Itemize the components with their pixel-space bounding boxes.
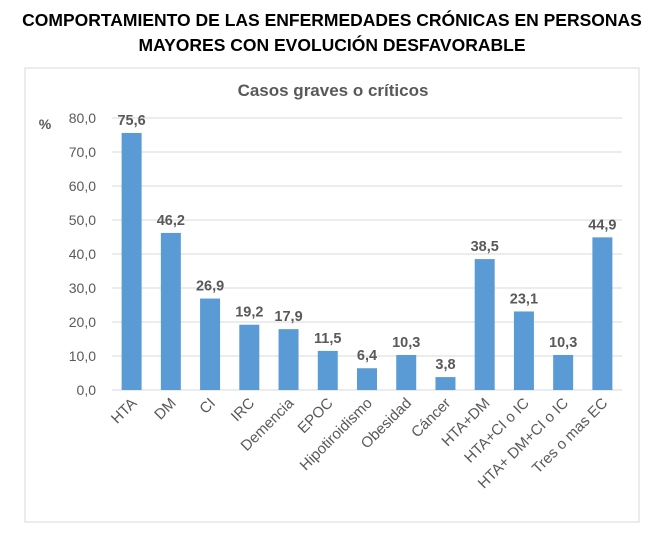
y-tick-label: 40,0: [69, 246, 96, 262]
bar: [435, 377, 456, 390]
bar: [160, 232, 181, 390]
data-label: 19,2: [235, 305, 263, 321]
title-line-2: MAYORES CON EVOLUCIÓN DESFAVORABLE: [138, 35, 526, 55]
bar: [592, 237, 613, 390]
data-label: 11,5: [314, 331, 341, 347]
data-label: 46,2: [157, 213, 185, 229]
bar: [239, 324, 260, 390]
bar: [317, 350, 338, 390]
bar: [553, 354, 574, 390]
data-label: 38,5: [471, 239, 499, 255]
data-label: 10,3: [392, 335, 420, 351]
y-tick-label: 30,0: [69, 280, 96, 296]
bar: [396, 354, 417, 390]
data-label: 23,1: [510, 291, 538, 307]
bar: [474, 259, 495, 390]
data-label: 3,8: [435, 357, 455, 373]
data-label: 6,4: [357, 348, 377, 364]
y-tick-label: 0,0: [77, 382, 97, 398]
y-tick-label: 70,0: [69, 144, 96, 160]
bar: [121, 132, 142, 390]
title-line-1: COMPORTAMIENTO DE LAS ENFERMEDADES CRÓNI…: [22, 10, 642, 30]
y-tick-label: 60,0: [69, 178, 96, 194]
data-label: 17,9: [274, 309, 302, 325]
y-tick-label: 80,0: [69, 110, 96, 126]
bar: [200, 298, 221, 390]
data-label: 44,9: [588, 217, 616, 233]
y-tick-label: 50,0: [69, 212, 96, 228]
bar: [278, 329, 299, 390]
data-label: 26,9: [196, 279, 224, 295]
bar: [357, 368, 377, 390]
y-tick-label: 10,0: [69, 348, 96, 364]
bar: [513, 311, 534, 390]
y-axis-label: %: [39, 116, 52, 132]
chart-title: Casos graves o críticos: [238, 81, 429, 100]
y-tick-label: 20,0: [69, 314, 96, 330]
data-label: 10,3: [549, 335, 577, 351]
page-title: COMPORTAMIENTO DE LAS ENFERMEDADES CRÓNI…: [0, 8, 664, 58]
data-label: 75,6: [117, 113, 145, 129]
